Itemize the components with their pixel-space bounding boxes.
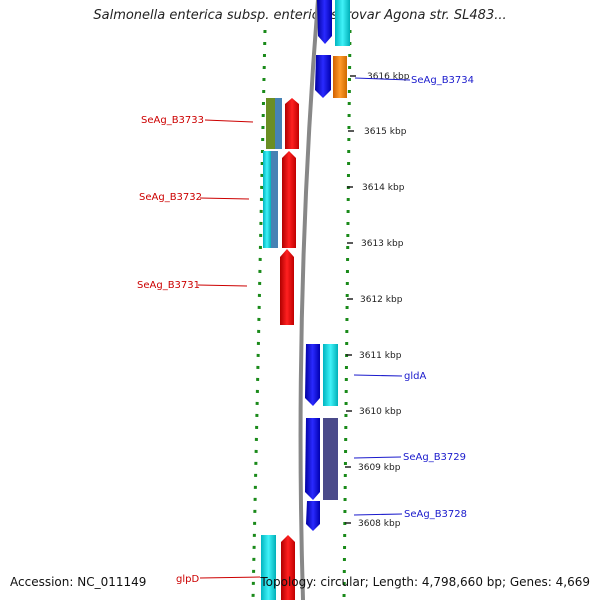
gene-red-3731[interactable]	[280, 249, 294, 325]
gene-orange-3616[interactable]	[333, 56, 347, 98]
tick-label: 3613 kbp	[361, 239, 404, 249]
gene-label-left[interactable]: SeAg_B3731	[137, 280, 200, 291]
gene-label-right[interactable]: SeAg_B3729	[403, 452, 466, 463]
gene-blue-glda[interactable]	[305, 344, 320, 406]
dotted-track-right	[342, 29, 352, 600]
tick-label: 3610 kbp	[359, 407, 402, 417]
tick-label: 3612 kbp	[360, 295, 403, 305]
gene-steel[interactable]	[275, 98, 282, 149]
gene-slate-3729[interactable]	[323, 418, 338, 500]
tick-marks	[345, 75, 356, 524]
gene-steel-3732[interactable]	[271, 151, 278, 248]
gene-label-left[interactable]: glpD	[176, 574, 199, 585]
gene-blue-3729[interactable]	[305, 418, 320, 500]
gene-label-right[interactable]: SeAg_B3728	[404, 509, 467, 520]
gene-label-right[interactable]: SeAg_B3734	[411, 75, 474, 86]
gene-cyan-top[interactable]	[335, 0, 350, 46]
gene-red-3733[interactable]	[285, 98, 299, 149]
accession-label: Accession: NC_011149	[10, 575, 147, 589]
tick-label: 3614 kbp	[362, 183, 405, 193]
backbone-ruler	[298, 0, 320, 600]
gene-olive[interactable]	[266, 98, 275, 149]
gene-label-left[interactable]: SeAg_B3732	[139, 192, 202, 203]
gene-blue-3616[interactable]	[315, 55, 331, 98]
gene-blue-3728[interactable]	[306, 501, 320, 531]
tick-label: 3611 kbp	[359, 351, 402, 361]
gene-label-left[interactable]: SeAg_B3733	[141, 115, 204, 126]
dotted-track-left	[251, 29, 267, 600]
gene-red-3732[interactable]	[282, 151, 296, 248]
gene-red-glpd[interactable]	[281, 535, 295, 600]
gene-cyan-glda[interactable]	[323, 344, 338, 406]
gene-label-right[interactable]: gldA	[404, 371, 426, 382]
tick-label: 3609 kbp	[358, 463, 401, 473]
topology-label: Topology: circular; Length: 4,798,660 bp…	[260, 575, 590, 589]
gene-cyan-glpd[interactable]	[261, 535, 276, 600]
gene-blue-top[interactable]	[317, 0, 332, 44]
tick-label: 3616 kbp	[367, 72, 410, 82]
gene-cyan-3732[interactable]	[263, 151, 271, 248]
tick-label: 3615 kbp	[364, 127, 407, 137]
map-title: Salmonella enterica subsp. enterica sero…	[93, 8, 507, 23]
tick-label: 3608 kbp	[358, 519, 401, 529]
